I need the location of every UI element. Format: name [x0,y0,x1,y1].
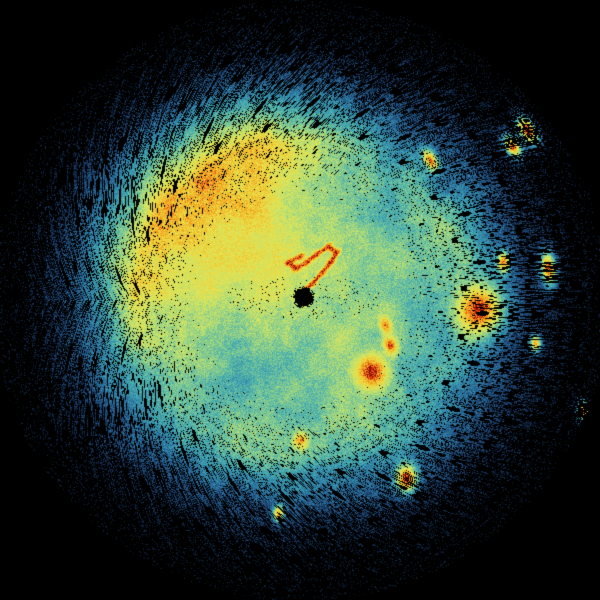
false-color-sky-map [0,0,600,600]
astronomical-image-viewport: False-color radio/X-ray intensity map ra… [0,0,600,600]
